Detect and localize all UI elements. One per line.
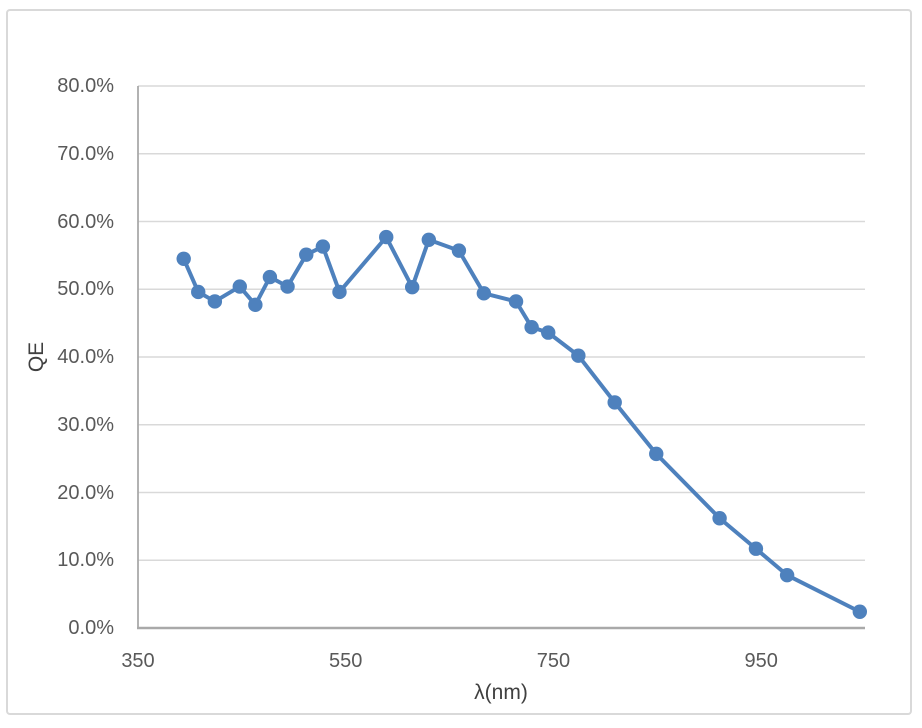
data-point-marker (649, 446, 664, 462)
x-tick-label: 350 (121, 650, 155, 672)
data-point-marker (541, 325, 556, 340)
y-tick-label: 60.0% (57, 210, 114, 233)
data-point-marker (299, 247, 314, 262)
data-point-marker (508, 294, 524, 309)
y-tick-label: 80.0% (57, 75, 114, 97)
y-tick-label: 70.0% (57, 142, 114, 165)
data-point-marker (232, 279, 247, 294)
data-point-marker (248, 297, 263, 313)
x-tick-label: 550 (329, 650, 363, 672)
data-point-marker (207, 294, 223, 309)
chart-border (6, 9, 912, 715)
y-tick-label: 20.0% (57, 481, 114, 504)
data-point-marker (748, 541, 764, 556)
x-tick-label: 950 (744, 650, 778, 672)
data-point-marker (421, 232, 436, 247)
data-point-marker (332, 284, 347, 300)
data-point-marker (262, 269, 278, 285)
data-point-marker (852, 604, 868, 619)
data-point-marker (315, 239, 331, 254)
data-point-marker (176, 251, 191, 266)
data-point-marker (404, 280, 420, 295)
y-axis-title: QE (25, 341, 48, 373)
data-point-marker (191, 284, 206, 300)
data-point-marker (779, 567, 795, 583)
x-axis-title: λ(nm) (474, 681, 528, 704)
y-tick-label: 40.0% (57, 346, 114, 368)
data-point-marker (712, 511, 727, 526)
data-point-marker (451, 243, 467, 258)
y-tick-label: 50.0% (57, 278, 114, 301)
data-point-marker (379, 229, 394, 245)
data-point-marker (476, 286, 492, 301)
data-point-marker (280, 279, 295, 294)
data-point-marker (607, 395, 622, 410)
y-tick-label: 10.0% (57, 549, 114, 572)
data-point-marker (524, 319, 539, 335)
y-tick-label: 30.0% (57, 413, 114, 436)
x-tick-label: 750 (536, 650, 571, 672)
y-tick-label: 0.0% (68, 617, 114, 639)
data-point-marker (571, 348, 586, 363)
